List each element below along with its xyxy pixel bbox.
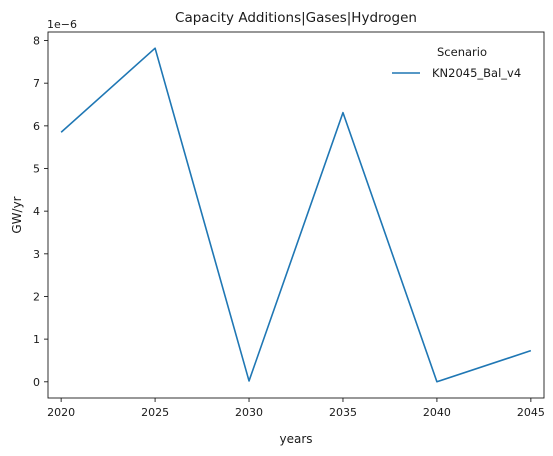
legend: Scenario KN2045_Bal_v4 (392, 45, 521, 80)
y-tick-label: 0 (33, 376, 40, 389)
y-axis: 0 1 2 3 4 5 6 7 8 (33, 35, 48, 389)
chart-title: Capacity Additions|Gases|Hydrogen (175, 10, 417, 26)
x-axis-label: years (279, 432, 312, 446)
series-line (60, 47, 532, 383)
legend-label: KN2045_Bal_v4 (432, 66, 521, 80)
y-tick-label: 6 (33, 120, 40, 133)
x-tick-label: 2040 (423, 406, 451, 419)
y-tick-label: 1 (33, 333, 40, 346)
y-tick-label: 4 (33, 205, 40, 218)
plot-frame (47, 31, 545, 399)
x-tick-label: 2020 (47, 406, 75, 419)
y-axis-label: GW/yr (10, 196, 24, 233)
y-tick-label: 3 (33, 248, 40, 261)
x-tick-label: 2025 (141, 406, 169, 419)
x-tick-label: 2045 (517, 406, 545, 419)
x-axis: 2020 2025 2030 2035 2040 2045 (47, 398, 545, 419)
y-tick-label: 8 (33, 35, 40, 48)
x-tick-label: 2030 (235, 406, 263, 419)
y-offset-label: 1e−6 (47, 18, 77, 31)
x-tick-label: 2035 (329, 406, 357, 419)
y-tick-label: 5 (33, 163, 40, 176)
y-tick-label: 7 (33, 77, 40, 90)
y-tick-label: 2 (33, 290, 40, 303)
legend-title: Scenario (437, 45, 487, 59)
series-layer (60, 47, 532, 383)
